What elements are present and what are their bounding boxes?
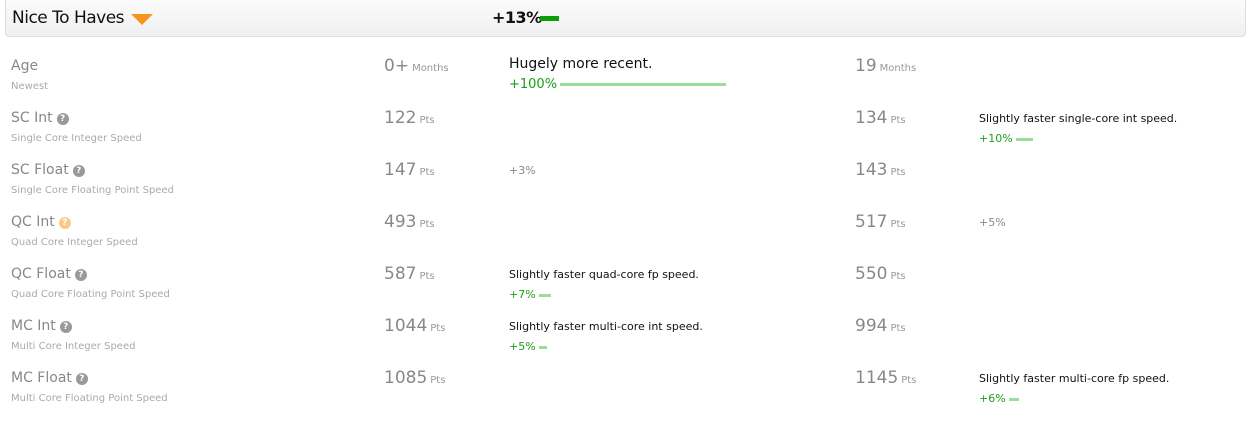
help-icon[interactable]: ? <box>72 165 85 177</box>
metric-label: QC Float? <box>11 266 87 282</box>
metric-row: MC Int? Multi Core Integer Speed 1044 Pts… <box>0 316 1257 370</box>
delta-bar <box>560 83 727 86</box>
left-value: 493 Pts <box>384 212 435 232</box>
delta-bar <box>538 293 551 297</box>
metric-name: SC Int <box>11 110 53 126</box>
help-icon[interactable]: ? <box>56 113 69 125</box>
metric-description: Quad Core Integer Speed <box>11 237 138 248</box>
delta-percent: +6% <box>979 392 1019 405</box>
metric-name: MC Int <box>11 318 56 334</box>
right-value: 994 Pts <box>855 316 906 336</box>
metric-description: Multi Core Floating Point Speed <box>11 393 168 404</box>
metric-label: SC Int? <box>11 110 69 126</box>
section-title: Nice To Haves <box>12 8 125 28</box>
right-value: 550 Pts <box>855 264 906 284</box>
metric-description: Single Core Integer Speed <box>11 133 142 144</box>
metric-label: MC Int? <box>11 318 72 334</box>
metric-row: MC Float? Multi Core Floating Point Spee… <box>0 368 1257 422</box>
delta-percent: +7% <box>509 288 551 301</box>
metric-label: QC Int? <box>11 214 71 230</box>
comparison-comment: Hugely more recent. <box>509 56 653 72</box>
left-value: 587 Pts <box>384 264 435 284</box>
metric-row: SC Float? Single Core Floating Point Spe… <box>0 160 1257 214</box>
metric-name: MC Float <box>11 370 72 386</box>
delta-bar <box>538 345 548 349</box>
comparison-comment: Slightly faster quad-core fp speed. <box>509 268 699 281</box>
metric-row: QC Float? Quad Core Floating Point Speed… <box>0 264 1257 318</box>
metric-description: Single Core Floating Point Speed <box>11 185 174 196</box>
comparison-comment: Slightly faster multi-core fp speed. <box>979 372 1170 385</box>
metric-description: Newest <box>11 81 49 92</box>
right-value: 143 Pts <box>855 160 906 180</box>
help-icon[interactable]: ? <box>74 269 87 281</box>
help-icon[interactable]: ? <box>59 321 72 333</box>
right-value: 19 Months <box>855 56 917 76</box>
triangle-down-icon[interactable] <box>131 14 153 25</box>
metric-description: Quad Core Floating Point Speed <box>11 289 170 300</box>
metric-name: SC Float <box>11 162 69 178</box>
metric-row: QC Int? Quad Core Integer Speed 493 Pts 5… <box>0 212 1257 266</box>
help-icon[interactable]: ? <box>58 217 71 229</box>
section-header[interactable]: Nice To Haves +13% <box>5 0 1246 37</box>
metric-name: QC Int <box>11 214 55 230</box>
section-percent: +13% <box>492 8 542 27</box>
metric-name: QC Float <box>11 266 71 282</box>
left-value: 0+ Months <box>384 56 449 76</box>
metric-label: Age <box>11 58 38 74</box>
delta-percent: +5% <box>979 216 1006 229</box>
metric-description: Multi Core Integer Speed <box>11 341 136 352</box>
metric-row: SC Int? Single Core Integer Speed 122 Pts… <box>0 108 1257 162</box>
delta-bar <box>1015 137 1033 141</box>
left-value: 147 Pts <box>384 160 435 180</box>
metric-row: Age Newest 0+ Months 19 Months Hugely more … <box>0 56 1257 110</box>
delta-percent: +5% <box>509 340 548 353</box>
right-value: 517 Pts <box>855 212 906 232</box>
metric-name: Age <box>11 58 39 74</box>
left-value: 122 Pts <box>384 108 435 128</box>
metric-label: SC Float? <box>11 162 85 178</box>
delta-bar <box>1008 397 1019 401</box>
delta-percent: +3% <box>509 164 536 177</box>
metric-label: MC Float? <box>11 370 88 386</box>
left-value: 1085 Pts <box>384 368 446 388</box>
section-percent-bar <box>540 16 559 21</box>
comparison-comment: Slightly faster multi-core int speed. <box>509 320 703 333</box>
right-value: 134 Pts <box>855 108 906 128</box>
delta-percent: +100% <box>509 77 727 92</box>
comparison-comment: Slightly faster single-core int speed. <box>979 112 1178 125</box>
left-value: 1044 Pts <box>384 316 446 336</box>
right-value: 1145 Pts <box>855 368 917 388</box>
delta-percent: +10% <box>979 132 1033 145</box>
help-icon[interactable]: ? <box>75 373 88 385</box>
